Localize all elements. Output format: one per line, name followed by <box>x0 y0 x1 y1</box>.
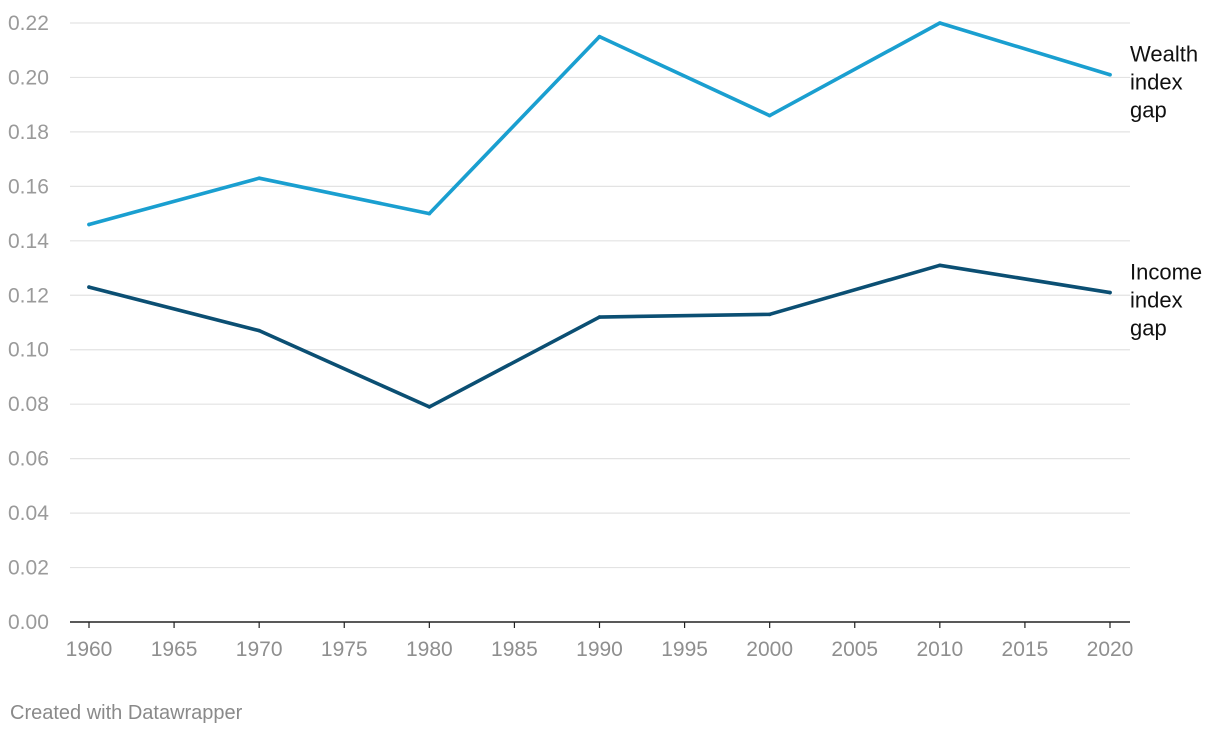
series-line-wealth <box>87 21 1112 227</box>
data-point <box>257 176 261 180</box>
series-label-line: index <box>1130 288 1183 313</box>
series-label-line: index <box>1130 70 1183 95</box>
y-tick-label: 0.02 <box>8 557 49 580</box>
x-tick-label: 1975 <box>321 638 368 661</box>
y-tick-label: 0.12 <box>8 284 49 307</box>
series-lines <box>87 21 1112 409</box>
y-tick-label: 0.14 <box>8 230 49 253</box>
data-point <box>1108 72 1112 77</box>
data-point <box>767 312 772 317</box>
y-tick-label: 0.08 <box>8 393 49 416</box>
data-point <box>597 34 602 39</box>
data-point <box>1108 290 1112 295</box>
y-tick-label: 0.06 <box>8 448 49 471</box>
series-line-income <box>87 263 1112 409</box>
data-point <box>938 21 942 25</box>
x-tick-label: 1965 <box>151 638 198 661</box>
x-tick-label: 1980 <box>406 638 453 661</box>
data-point <box>427 211 432 216</box>
data-point <box>597 315 602 319</box>
x-tick-label: 1990 <box>576 638 623 661</box>
series-label-line: gap <box>1130 98 1167 123</box>
data-point <box>938 263 942 268</box>
x-tick-label: 1960 <box>66 638 113 661</box>
x-tick-label: 1970 <box>236 638 283 661</box>
x-tick-label: 1985 <box>491 638 538 661</box>
series-label-line: Income <box>1130 260 1202 285</box>
series-label-line: gap <box>1130 316 1167 341</box>
x-tick-label: 2010 <box>916 638 963 661</box>
y-tick-label: 0.10 <box>8 339 49 362</box>
y-tick-label: 0.20 <box>8 66 49 89</box>
y-tick-label: 0.00 <box>8 611 49 634</box>
y-tick-label: 0.22 <box>8 12 49 35</box>
data-point <box>87 285 91 289</box>
credit-text: Created with Datawrapper <box>10 702 243 724</box>
x-tick-label: 2005 <box>831 638 878 661</box>
data-point <box>257 328 261 333</box>
data-point <box>87 222 91 227</box>
y-axis: 0.00 0.02 0.04 0.06 0.08 0.10 0.12 0.14 0.16 0.18… <box>8 12 49 634</box>
y-tick-label: 0.16 <box>8 175 49 198</box>
x-tick-label: 1995 <box>661 638 708 661</box>
x-tick-label: 2020 <box>1087 638 1134 661</box>
y-tick-label: 0.04 <box>8 502 49 525</box>
line-chart: 0.00 0.02 0.04 0.06 0.08 0.10 0.12 0.14 0.16 0.18… <box>8 12 1202 661</box>
data-point <box>427 405 432 409</box>
series-label-line: Wealth <box>1130 42 1198 67</box>
y-tick-label: 0.18 <box>8 121 49 144</box>
data-point <box>767 113 772 118</box>
x-tick-label: 2000 <box>746 638 793 661</box>
gridlines <box>70 22 1130 623</box>
x-tick-label: 2015 <box>1002 638 1049 661</box>
x-axis: 1960 1965 1970 1975 1980 1985 1990 1995 2000 2005… <box>66 622 1134 661</box>
series-labels: Wealth index gap Income index gap <box>1130 42 1202 341</box>
